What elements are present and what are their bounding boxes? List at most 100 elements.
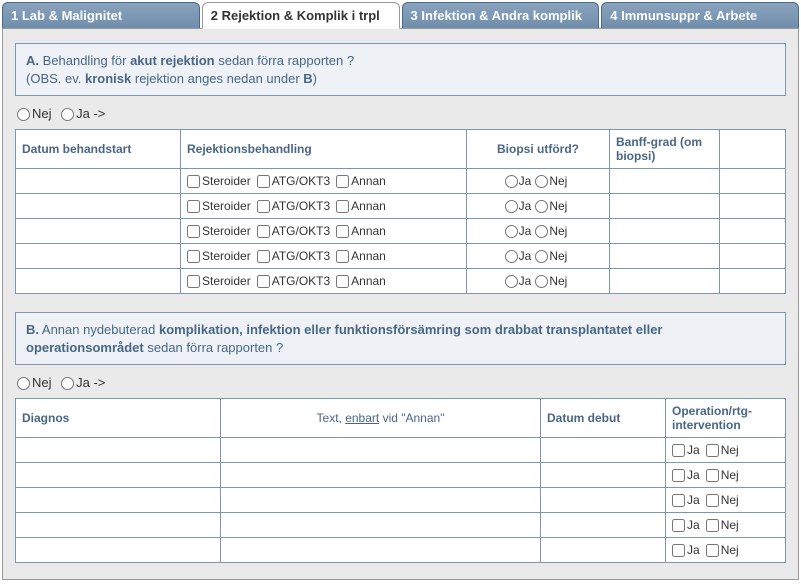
ta-biopsi-nej-radio[interactable]: Nej: [535, 174, 567, 188]
tb-datum-input[interactable]: [547, 441, 659, 459]
ta-extra-input[interactable]: [726, 172, 779, 190]
tb-datum-input[interactable]: [547, 541, 659, 559]
tab-lab-malignitet[interactable]: 1 Lab & Malignitet: [2, 2, 200, 29]
table-a-row: Steroider ATG/OKT3 Annan JaNej: [16, 219, 786, 244]
tha-datum: Datum behandstart: [16, 130, 181, 169]
ta-biopsi-ja-radio[interactable]: Ja: [505, 274, 532, 288]
ta-extra-input[interactable]: [726, 272, 779, 290]
ta-banff-input[interactable]: [616, 247, 713, 265]
ta-extra-input[interactable]: [726, 247, 779, 265]
tb-datum-input[interactable]: [547, 466, 659, 484]
tab-immunsuppr-arbete[interactable]: 4 Immunsuppr & Arbete: [601, 2, 799, 29]
ta-steroider-checkbox[interactable]: Steroider: [187, 199, 251, 213]
ta-biopsi-ja-radio[interactable]: Ja: [505, 224, 532, 238]
table-b-komplikation: Diagnos Text, enbart vid "Annan" Datum d…: [15, 398, 786, 563]
tha-biopsi: Biopsi utförd?: [467, 130, 610, 169]
tb-text-input[interactable]: [227, 466, 534, 484]
ta-datum-input[interactable]: [22, 222, 174, 240]
ta-steroider-checkbox[interactable]: Steroider: [187, 249, 251, 263]
section-a-radio-row: Nej Ja ->: [17, 106, 786, 121]
section-b-nej-radio[interactable]: Nej: [17, 375, 52, 390]
section-a-banner: A. Behandling för akut rejektion sedan f…: [15, 43, 786, 96]
section-a-ja-radio[interactable]: Ja ->: [61, 106, 105, 121]
ta-datum-input[interactable]: [22, 247, 174, 265]
panel-rejektion: A. Behandling för akut rejektion sedan f…: [2, 28, 799, 580]
tb-op-ja-checkbox[interactable]: Ja: [672, 518, 700, 532]
tb-diagnos-input[interactable]: [22, 516, 214, 534]
ta-datum-input[interactable]: [22, 197, 174, 215]
ta-biopsi-nej-radio[interactable]: Nej: [535, 249, 567, 263]
section-b-banner: B. Annan nydebuterad komplikation, infek…: [15, 312, 786, 365]
tha-banff: Banff-grad (om biopsi): [610, 130, 720, 169]
table-b-row: Ja Nej: [16, 538, 786, 563]
ta-extra-input[interactable]: [726, 222, 779, 240]
thb-op: Operation/rtg-intervention: [666, 399, 786, 438]
ta-extra-input[interactable]: [726, 197, 779, 215]
ta-biopsi-nej-radio[interactable]: Nej: [535, 224, 567, 238]
tb-op-nej-checkbox[interactable]: Nej: [706, 493, 739, 507]
tb-diagnos-input[interactable]: [22, 541, 214, 559]
thb-text: Text, enbart vid "Annan": [221, 399, 541, 438]
ta-atgokt3-checkbox[interactable]: ATG/OKT3: [257, 174, 330, 188]
tb-op-ja-checkbox[interactable]: Ja: [672, 468, 700, 482]
tb-op-ja-checkbox[interactable]: Ja: [672, 493, 700, 507]
tb-diagnos-input[interactable]: [22, 441, 214, 459]
section-b-radio-row: Nej Ja ->: [17, 375, 786, 390]
ta-datum-input[interactable]: [22, 272, 174, 290]
tb-op-ja-checkbox[interactable]: Ja: [672, 443, 700, 457]
table-a-row: Steroider ATG/OKT3 Annan JaNej: [16, 269, 786, 294]
tb-text-input[interactable]: [227, 541, 534, 559]
table-b-row: Ja Nej: [16, 438, 786, 463]
ta-datum-input[interactable]: [22, 172, 174, 190]
ta-atgokt3-checkbox[interactable]: ATG/OKT3: [257, 224, 330, 238]
ta-annan-checkbox[interactable]: Annan: [336, 249, 386, 263]
table-a-row: Steroider ATG/OKT3 Annan JaNej: [16, 194, 786, 219]
table-a-rejektion: Datum behandstart Rejektionsbehandling B…: [15, 129, 786, 294]
tb-datum-input[interactable]: [547, 491, 659, 509]
ta-annan-checkbox[interactable]: Annan: [336, 199, 386, 213]
tha-rej: Rejektionsbehandling: [181, 130, 467, 169]
ta-biopsi-ja-radio[interactable]: Ja: [505, 249, 532, 263]
table-a-row: Steroider ATG/OKT3 Annan JaNej: [16, 244, 786, 269]
tb-op-nej-checkbox[interactable]: Nej: [706, 443, 739, 457]
tb-op-nej-checkbox[interactable]: Nej: [706, 468, 739, 482]
ta-biopsi-nej-radio[interactable]: Nej: [535, 199, 567, 213]
tb-op-nej-checkbox[interactable]: Nej: [706, 543, 739, 557]
table-a-row: Steroider ATG/OKT3 Annan JaNej: [16, 169, 786, 194]
tb-text-input[interactable]: [227, 441, 534, 459]
table-b-row: Ja Nej: [16, 463, 786, 488]
tb-text-input[interactable]: [227, 491, 534, 509]
tb-datum-input[interactable]: [547, 516, 659, 534]
ta-biopsi-ja-radio[interactable]: Ja: [505, 174, 532, 188]
table-b-row: Ja Nej: [16, 488, 786, 513]
ta-atgokt3-checkbox[interactable]: ATG/OKT3: [257, 274, 330, 288]
ta-banff-input[interactable]: [616, 222, 713, 240]
ta-biopsi-ja-radio[interactable]: Ja: [505, 199, 532, 213]
tb-op-ja-checkbox[interactable]: Ja: [672, 543, 700, 557]
ta-banff-input[interactable]: [616, 197, 713, 215]
ta-steroider-checkbox[interactable]: Steroider: [187, 224, 251, 238]
section-a-label: A.: [26, 53, 39, 68]
ta-atgokt3-checkbox[interactable]: ATG/OKT3: [257, 199, 330, 213]
ta-annan-checkbox[interactable]: Annan: [336, 174, 386, 188]
ta-steroider-checkbox[interactable]: Steroider: [187, 174, 251, 188]
thb-diagnos: Diagnos: [16, 399, 221, 438]
section-b-ja-radio[interactable]: Ja ->: [61, 375, 105, 390]
ta-steroider-checkbox[interactable]: Steroider: [187, 274, 251, 288]
tb-op-nej-checkbox[interactable]: Nej: [706, 518, 739, 532]
section-a-nej-radio[interactable]: Nej: [17, 106, 52, 121]
ta-banff-input[interactable]: [616, 172, 713, 190]
ta-banff-input[interactable]: [616, 272, 713, 290]
ta-biopsi-nej-radio[interactable]: Nej: [535, 274, 567, 288]
tab-rejektion-komplik[interactable]: 2 Rejektion & Komplik i trpl: [202, 2, 400, 29]
tab-infektion-andra[interactable]: 3 Infektion & Andra komplik: [402, 2, 600, 29]
tb-text-input[interactable]: [227, 516, 534, 534]
tha-extra: [720, 130, 786, 169]
tb-diagnos-input[interactable]: [22, 491, 214, 509]
ta-annan-checkbox[interactable]: Annan: [336, 274, 386, 288]
tb-diagnos-input[interactable]: [22, 466, 214, 484]
section-b-label: B.: [26, 322, 39, 337]
thb-datum: Datum debut: [541, 399, 666, 438]
ta-annan-checkbox[interactable]: Annan: [336, 224, 386, 238]
ta-atgokt3-checkbox[interactable]: ATG/OKT3: [257, 249, 330, 263]
